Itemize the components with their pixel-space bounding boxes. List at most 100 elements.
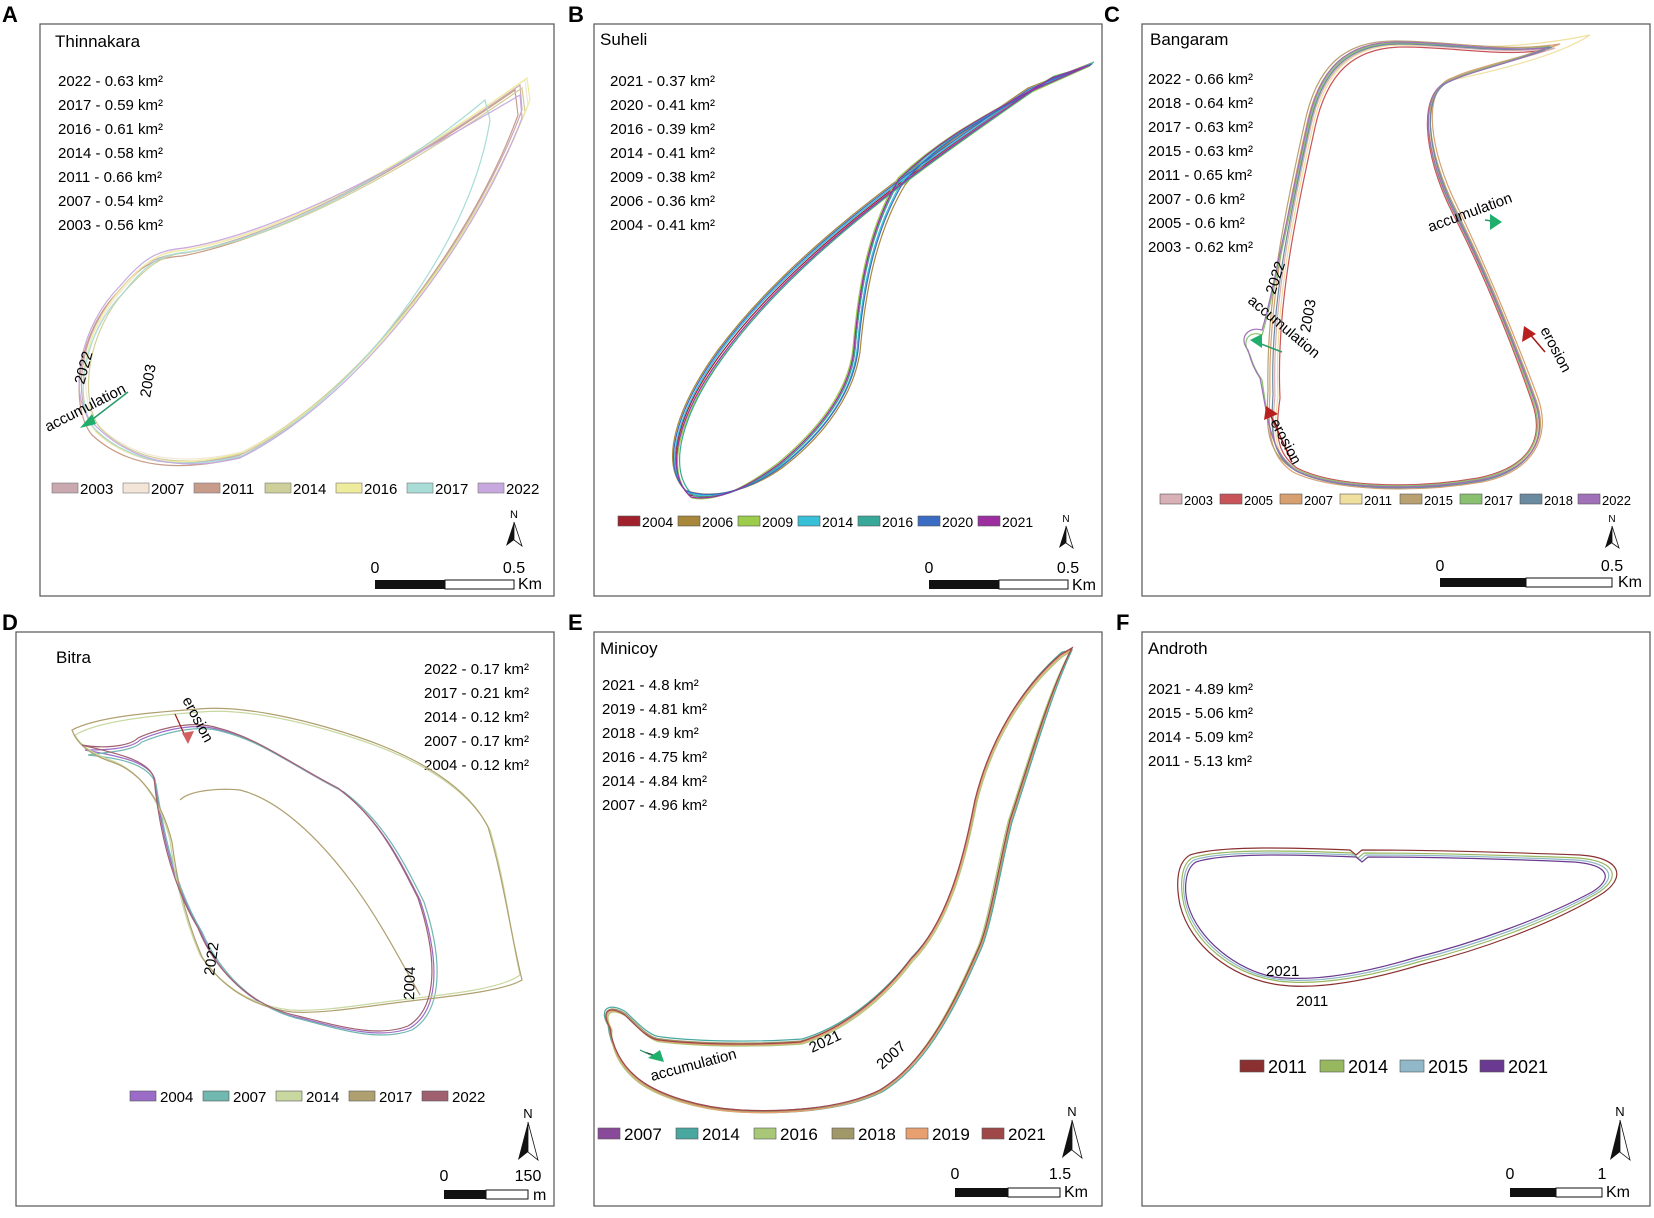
area-entry: 2011 - 0.65 km²	[1148, 167, 1252, 184]
legend-label: 2014	[293, 481, 326, 498]
scale-unit: Km	[1606, 1184, 1630, 1201]
scale-zero: 0	[925, 560, 934, 577]
area-entry: 2022 - 0.17 km²	[424, 661, 529, 678]
legend: 2007 2014 2016 2018 2019 2021	[597, 1125, 1046, 1144]
area-list: 2022 - 0.17 km² 2017 - 0.21 km² 2014 - 0…	[424, 661, 529, 774]
legend-label: 2011	[1364, 493, 1392, 508]
legend-swatch	[1319, 1059, 1345, 1073]
legend-swatch	[122, 482, 150, 494]
legend-swatch	[977, 515, 1001, 527]
legend-label: 2014	[306, 1089, 339, 1106]
panel-frame	[593, 23, 1103, 597]
area-entry: 2005 - 0.6 km²	[1148, 215, 1245, 232]
accumulation-arrow-head	[648, 1050, 664, 1062]
legend-label: 2021	[1002, 514, 1033, 530]
legend-label: 2007	[233, 1089, 266, 1106]
scale-zero: 0	[1506, 1166, 1515, 1183]
scale-zero: 0	[371, 560, 380, 577]
area-entry: 2014 - 0.58 km²	[58, 145, 163, 162]
legend-label: 2007	[151, 481, 184, 498]
panel-frame	[39, 23, 555, 597]
year-label: 2003	[137, 363, 160, 399]
panel-minicoy: E Minicoy 2021 - 4.8 km² 2019 - 4.81 km²…	[568, 610, 1103, 1207]
area-entry: 2022 - 0.66 km²	[1148, 71, 1253, 88]
legend-swatch	[1159, 493, 1183, 505]
legend-label: 2020	[942, 514, 973, 530]
panel-bangaram: C Bangaram 2022 - 0.66 km² 2018 - 0.64 k…	[1104, 2, 1651, 597]
shoreline-outlines	[1177, 847, 1618, 987]
legend-label: 2011	[222, 481, 254, 498]
legend-label: 2003	[1184, 493, 1213, 508]
legend-label: 2009	[762, 514, 793, 530]
year-label: 2021	[807, 1027, 844, 1057]
legend-swatch	[857, 515, 881, 527]
north-arrow-icon: N	[1059, 514, 1074, 550]
panel-frame	[1141, 631, 1651, 1207]
north-arrow-icon: N	[1062, 1104, 1083, 1160]
legend: 2003 2007 2011 2014 2016 2017 2022	[51, 481, 539, 498]
scale-max: 1.5	[1049, 1166, 1071, 1183]
legend-swatch	[264, 482, 292, 494]
accumulation-label: accumulation	[649, 1046, 739, 1085]
legend-swatch	[335, 482, 363, 494]
area-entry: 2007 - 0.54 km²	[58, 193, 163, 210]
panel-letter: A	[2, 2, 18, 27]
legend-swatch	[1479, 1059, 1505, 1073]
area-entry: 2003 - 0.56 km²	[58, 217, 163, 234]
panel-letter: B	[568, 2, 584, 27]
shoreline-outlines	[603, 646, 1074, 1114]
legend-swatch	[831, 1127, 855, 1140]
erosion-arrow-line	[1269, 413, 1293, 463]
legend-label: 2015	[1424, 493, 1453, 508]
legend-swatch	[1239, 1059, 1265, 1073]
area-list: 2021 - 4.89 km² 2015 - 5.06 km² 2014 - 5…	[1148, 681, 1253, 770]
legend-swatch	[275, 1090, 303, 1102]
scale-unit: m	[533, 1187, 546, 1204]
area-entry: 2021 - 4.8 km²	[602, 677, 699, 694]
scale-bar: 0 0.5 Km	[925, 560, 1096, 594]
area-list: 2022 - 0.66 km² 2018 - 0.64 km² 2017 - 0…	[1148, 71, 1253, 256]
scale-max: 0.5	[1601, 558, 1623, 575]
legend-label: 2022	[1602, 493, 1631, 508]
legend-swatch	[348, 1090, 376, 1102]
year-label: 2022	[71, 349, 96, 386]
legend-label: 2021	[1508, 1057, 1548, 1077]
area-entry: 2007 - 0.6 km²	[1148, 191, 1245, 208]
scale-bar: 0 0.5 Km	[371, 560, 542, 593]
legend-label: 2004	[642, 514, 673, 530]
year-label: 2021	[1266, 963, 1299, 980]
legend-swatch	[917, 515, 941, 527]
year-label: 2007	[873, 1038, 909, 1073]
area-entry: 2018 - 0.64 km²	[1148, 95, 1253, 112]
panel-letter: F	[1116, 610, 1129, 635]
area-list: 2021 - 4.8 km² 2019 - 4.81 km² 2018 - 4.…	[602, 677, 707, 814]
area-entry: 2021 - 4.89 km²	[1148, 681, 1253, 698]
legend-label: 2014	[702, 1125, 740, 1144]
island-name: Minicoy	[600, 639, 658, 658]
area-entry: 2015 - 5.06 km²	[1148, 705, 1253, 722]
legend-label: 2017	[435, 481, 468, 498]
accumulation-arrow-head	[1250, 334, 1262, 348]
north-arrow-icon: N	[1610, 1104, 1631, 1162]
area-entry: 2003 - 0.62 km²	[1148, 239, 1253, 256]
shoreline-outlines	[1243, 34, 1591, 490]
legend-label: 2019	[932, 1125, 970, 1144]
area-entry: 2021 - 0.37 km²	[610, 73, 715, 90]
erosion-arrow-head	[1264, 406, 1278, 420]
legend-swatch	[617, 515, 641, 527]
island-name: Bitra	[56, 648, 92, 667]
scale-bar: 0 150 m	[440, 1168, 547, 1204]
island-name: Androth	[1148, 639, 1208, 658]
scale-unit: Km	[1064, 1184, 1088, 1201]
scale-max: 0.5	[1057, 560, 1079, 577]
panel-letter: E	[568, 610, 583, 635]
legend-label: 2016	[364, 481, 397, 498]
scale-bar: 0 0.5 Km	[1436, 558, 1642, 591]
legend-label: 2018	[1544, 493, 1573, 508]
accumulation-arrow-head	[80, 414, 96, 428]
legend-swatch	[51, 482, 79, 494]
legend-label: 2022	[452, 1089, 485, 1106]
legend-label: 2016	[882, 514, 913, 530]
year-label: 2022	[201, 941, 222, 976]
